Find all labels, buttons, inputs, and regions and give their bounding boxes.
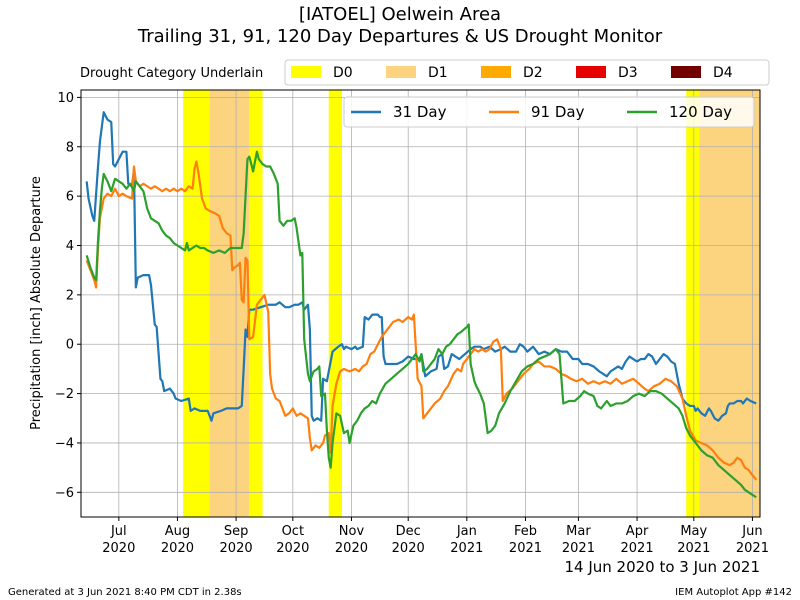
y-tick-label: −6 (55, 486, 74, 501)
y-tick-label: −4 (55, 436, 74, 451)
drought-band-d0 (686, 90, 700, 517)
drought-band-d1 (699, 90, 760, 517)
y-tick-label: 8 (66, 140, 74, 155)
x-tick-label-month: Oct (282, 524, 304, 539)
footer-app: IEM Autoplot App #142 (675, 587, 792, 598)
drought-legend-label-d3: D3 (618, 65, 638, 81)
x-tick-label-month: Feb (514, 524, 537, 539)
series-legend-label: 31 Day (393, 103, 447, 121)
drought-legend-label-d4: D4 (713, 65, 733, 81)
x-tick-label-month: Nov (339, 524, 365, 539)
x-tick-label-month: Jul (110, 524, 127, 539)
y-axis-label: Precipitation [inch] Absolute Departure (29, 176, 44, 430)
plot-frame (80, 89, 761, 518)
footer-generated: Generated at 3 Jun 2021 8:40 PM CDT in 2… (8, 587, 242, 598)
series-legend-label: 91 Day (531, 103, 585, 121)
x-tick-label-month: Aug (165, 524, 190, 539)
drought-legend-swatch-d2 (481, 66, 511, 78)
x-tick-label-year: 2020 (392, 541, 425, 556)
y-tick-label: −2 (55, 387, 74, 402)
x-tick-label-year: 2020 (220, 541, 253, 556)
chart-subtitle: Trailing 31, 91, 120 Day Departures & US… (137, 26, 663, 47)
x-tick-label-year: 2021 (562, 541, 595, 556)
drought-band-d0 (183, 90, 210, 517)
y-tick-label: 10 (57, 91, 74, 106)
x-tick-label-year: 2020 (102, 541, 135, 556)
x-tick-label-year: 2021 (509, 541, 542, 556)
y-tick-label: 6 (66, 190, 74, 205)
x-tick-label-month: Dec (396, 524, 421, 539)
x-tick-label-year: 2021 (677, 541, 710, 556)
x-tick-label-month: Jun (741, 524, 762, 539)
drought-legend-swatch-d3 (576, 66, 606, 78)
x-tick-label-month: Jan (456, 524, 477, 539)
y-tick-label: 2 (66, 288, 74, 303)
x-tick-label-year: 2021 (736, 541, 769, 556)
x-tick-label-year: 2021 (450, 541, 483, 556)
x-tick-label-year: 2020 (276, 541, 309, 556)
drought-legend-swatch-d1 (386, 66, 416, 78)
drought-legend-label-d0: D0 (333, 65, 353, 81)
x-axis-label: 14 Jun 2020 to 3 Jun 2021 (564, 558, 760, 576)
series-line-31-day (85, 111, 757, 422)
drought-band-d1 (209, 90, 250, 517)
drought-band-d0 (249, 90, 263, 517)
x-tick-label-year: 2020 (161, 541, 194, 556)
drought-legend-swatch-d4 (671, 66, 701, 78)
y-tick-label: 0 (66, 338, 74, 353)
drought-legend-swatch-d0 (291, 66, 321, 78)
chart-title: [IATOEL] Oelwein Area (299, 4, 501, 25)
series-legend-label: 120 Day (669, 103, 732, 121)
y-tick-label: 4 (66, 239, 74, 254)
x-tick-label-year: 2021 (621, 541, 654, 556)
x-tick-label-month: May (680, 524, 707, 539)
x-tick-label-month: Sep (224, 524, 249, 539)
x-tick-label-month: Apr (626, 524, 649, 539)
plot-area: 10 8 6 4 2 0 −2 −4 −6 Jul 2020 Aug 2020 Sep 2020 Oct 20… (55, 89, 769, 556)
drought-legend-label-d2: D2 (523, 65, 543, 81)
drought-legend: Drought Category Underlain D0 D1 D2 D3 D4 (80, 59, 770, 86)
drought-legend-label-d1: D1 (428, 65, 448, 81)
series-line-120-day (85, 150, 757, 499)
drought-legend-title: Drought Category Underlain (80, 66, 263, 81)
series-legend: 31 Day 91 Day 120 Day (343, 96, 755, 128)
series-legend-frame (343, 96, 755, 128)
x-tick-label-year: 2020 (335, 541, 368, 556)
series-line-91-day (85, 160, 758, 481)
x-tick-label-month: Mar (566, 524, 591, 539)
